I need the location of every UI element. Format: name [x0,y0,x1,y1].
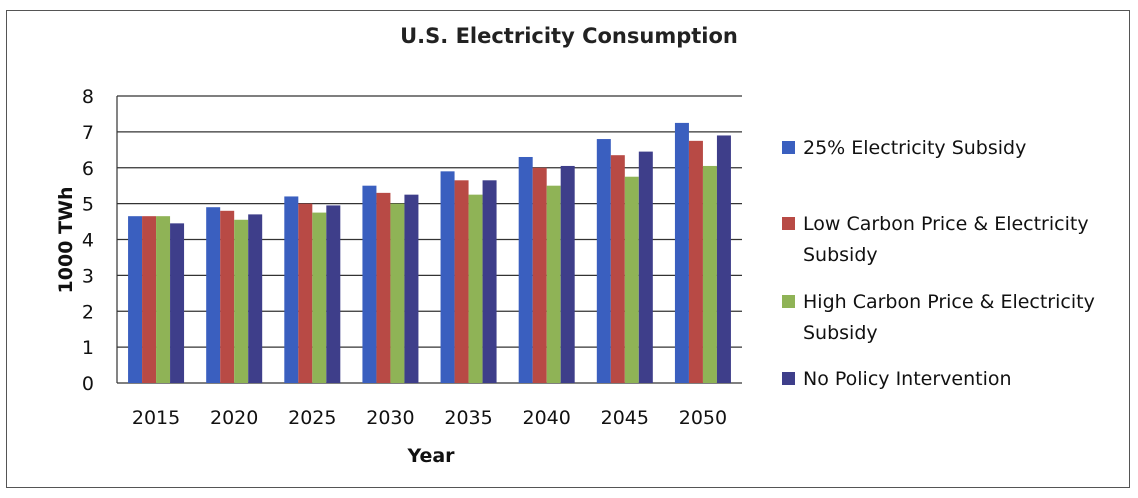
legend-label: High Carbon Price & Electricity Subsidy [803,291,1095,344]
x-tick-label: 2025 [288,407,336,429]
bar [518,156,533,383]
bar [454,180,469,383]
bar [312,212,327,383]
legend-label: No Policy Intervention [803,368,1012,390]
bar [546,185,561,383]
bars [128,122,731,383]
legend-swatch [782,141,795,154]
bar [688,140,703,383]
x-tick-label: 2015 [132,407,180,429]
chart-title: U.S. Electricity Consumption [400,24,738,48]
x-tick-label: 2050 [679,407,727,429]
y-tick-label: 2 [82,301,94,323]
x-tick-label: 2040 [523,407,571,429]
legend-swatch [782,372,795,385]
y-tick-label: 3 [82,265,94,287]
bar [362,185,377,383]
x-tick-labels: 2015 2020 2025 2030 2035 2040 2045 2050 [132,407,727,429]
y-tick-label: 5 [82,194,94,216]
bar [482,180,497,383]
bar [532,167,547,383]
y-axis-label: 1000 TWh [55,187,77,294]
bar [248,214,263,383]
y-tick-label: 0 [82,373,94,395]
bar [390,203,405,383]
bar [624,176,639,383]
bar [298,203,313,383]
x-tick-label: 2030 [366,407,414,429]
bar [702,165,717,383]
bar [326,205,341,383]
bar [284,196,299,383]
x-tick-label: 2035 [444,407,492,429]
bar [128,216,143,383]
y-tick-label: 7 [82,122,94,144]
legend: 25% Electricity Subsidy Low Carbon Price … [782,137,1095,390]
bar [376,192,391,383]
x-tick-label: 2020 [210,407,258,429]
legend-label: Low Carbon Price & Electricity Subsidy [803,213,1089,266]
bar [220,210,235,383]
bar [674,122,689,383]
bar [404,194,419,383]
legend-swatch [782,217,795,230]
bar [170,223,185,383]
legend-swatch [782,295,795,308]
bar [560,165,575,383]
bar [596,139,611,383]
bar [610,155,625,383]
y-tick-label: 6 [82,158,94,180]
bar [440,171,455,383]
bar [716,135,731,383]
y-tick-label: 8 [82,86,94,108]
x-axis-label: Year [406,445,455,467]
legend-label: 25% Electricity Subsidy [803,137,1026,159]
y-tick-label: 4 [82,230,94,252]
bar [638,151,653,383]
y-tick-label: 1 [82,337,94,359]
bar [468,194,483,383]
x-tick-label: 2045 [601,407,649,429]
bar [206,207,221,383]
y-tick-labels: 0 1 2 3 4 5 6 7 8 [82,86,94,395]
bar [156,216,171,383]
bar [234,219,249,383]
bar [142,216,157,383]
